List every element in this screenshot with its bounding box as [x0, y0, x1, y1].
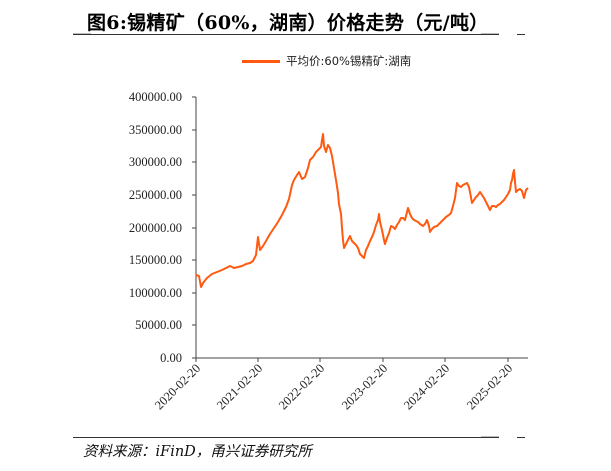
- title-underline: [73, 34, 499, 35]
- chart-title: 图6:锡精矿（60%，湖南）价格走势（元/吨）: [87, 12, 489, 34]
- y-tick-label: 0.00: [160, 351, 182, 365]
- y-tick-label: 250000.00: [129, 188, 182, 202]
- x-tick-label: 2023-02-20: [339, 361, 390, 412]
- x-tick-labels: 2020-02-20 2021-02-20 2022-02-20 2023-02…: [152, 361, 515, 412]
- y-axis-ticks: [192, 96, 196, 359]
- right-margin-tick-top: [517, 34, 525, 35]
- y-tick-label: 50000.00: [135, 318, 182, 332]
- y-tick-label: 350000.00: [129, 123, 182, 137]
- line-chart: 400000.00 350000.00 300000.00 250000.00 …: [129, 90, 529, 412]
- source-note: 资料来源：iFinD，甬兴证券研究所: [83, 444, 312, 460]
- x-tick-label: 2021-02-20: [214, 361, 265, 412]
- right-margin-tick-bottom: [517, 437, 525, 438]
- x-tick-label: 2025-02-20: [464, 361, 515, 412]
- legend-label: 平均价:60%锡精矿:湖南: [286, 54, 412, 68]
- x-tick-label: 2020-02-20: [152, 361, 203, 412]
- title-underline-accent-right: [481, 33, 499, 34]
- price-line-series: [195, 133, 529, 288]
- x-tick-label: 2024-02-20: [401, 361, 452, 412]
- x-axis-ticks: [195, 358, 509, 362]
- footer-rule: [73, 437, 499, 438]
- y-tick-label: 200000.00: [129, 221, 182, 235]
- footer-rule-accent-right: [481, 436, 499, 437]
- y-tick-labels: 400000.00 350000.00 300000.00 250000.00 …: [129, 90, 182, 365]
- y-tick-label: 400000.00: [129, 90, 182, 104]
- title-underline-accent-left: [73, 33, 91, 34]
- chart-legend: 平均价:60%锡精矿:湖南: [242, 53, 411, 69]
- legend-line-swatch: [242, 59, 280, 63]
- y-tick-label: 150000.00: [129, 253, 182, 267]
- x-tick-label: 2022-02-20: [276, 361, 327, 412]
- y-tick-label: 100000.00: [129, 286, 182, 300]
- y-tick-label: 300000.00: [129, 155, 182, 169]
